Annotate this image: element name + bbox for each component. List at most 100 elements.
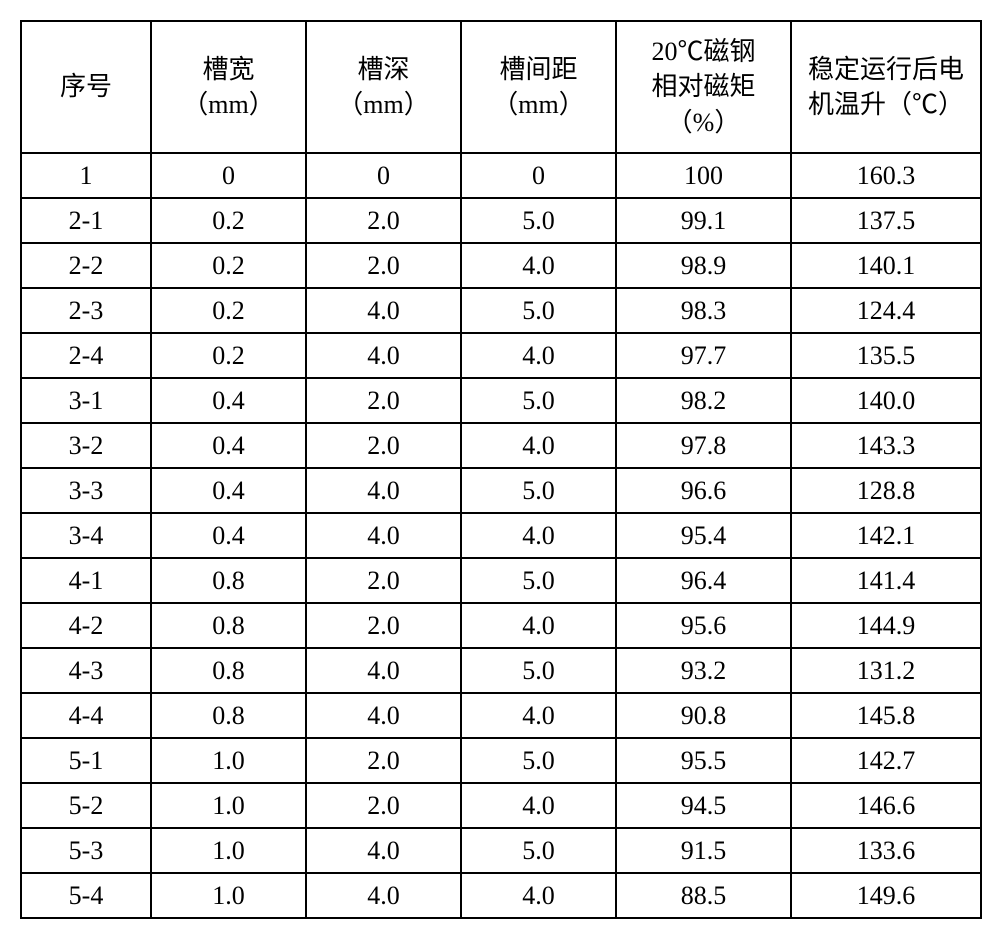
cell: 2.0 (306, 243, 461, 288)
cell: 145.8 (791, 693, 981, 738)
col-header-slot-width: 槽宽（mm） (151, 21, 306, 153)
cell: 2-3 (21, 288, 151, 333)
cell: 93.2 (616, 648, 791, 693)
cell: 1.0 (151, 783, 306, 828)
cell: 99.1 (616, 198, 791, 243)
cell: 5.0 (461, 378, 616, 423)
cell: 2-4 (21, 333, 151, 378)
cell: 5.0 (461, 558, 616, 603)
cell: 98.3 (616, 288, 791, 333)
table-row: 3-40.44.04.095.4142.1 (21, 513, 981, 558)
cell: 5-2 (21, 783, 151, 828)
col-header-slot-depth: 槽深（mm） (306, 21, 461, 153)
cell: 2.0 (306, 198, 461, 243)
table-row: 5-21.02.04.094.5146.6 (21, 783, 981, 828)
cell: 95.5 (616, 738, 791, 783)
cell: 4.0 (306, 468, 461, 513)
cell: 4.0 (306, 288, 461, 333)
cell: 4.0 (461, 693, 616, 738)
cell: 143.3 (791, 423, 981, 468)
cell: 0 (461, 153, 616, 198)
cell: 5-3 (21, 828, 151, 873)
cell: 0.2 (151, 288, 306, 333)
cell: 4.0 (461, 243, 616, 288)
cell: 0.4 (151, 423, 306, 468)
cell: 0.8 (151, 648, 306, 693)
cell: 0 (151, 153, 306, 198)
data-table: 序号 槽宽（mm） 槽深（mm） 槽间距（mm） 20℃磁钢相对磁矩（%） 稳定… (20, 20, 982, 919)
table-row: 4-40.84.04.090.8145.8 (21, 693, 981, 738)
cell: 140.0 (791, 378, 981, 423)
cell: 131.2 (791, 648, 981, 693)
cell: 91.5 (616, 828, 791, 873)
cell: 5.0 (461, 198, 616, 243)
cell: 5.0 (461, 648, 616, 693)
cell: 1.0 (151, 873, 306, 918)
cell: 97.8 (616, 423, 791, 468)
table-row: 2-10.22.05.099.1137.5 (21, 198, 981, 243)
cell: 2.0 (306, 423, 461, 468)
cell: 141.4 (791, 558, 981, 603)
cell: 142.1 (791, 513, 981, 558)
cell: 4.0 (461, 783, 616, 828)
cell: 1 (21, 153, 151, 198)
table-row: 2-40.24.04.097.7135.5 (21, 333, 981, 378)
cell: 0.4 (151, 468, 306, 513)
table-header: 序号 槽宽（mm） 槽深（mm） 槽间距（mm） 20℃磁钢相对磁矩（%） 稳定… (21, 21, 981, 153)
cell: 135.5 (791, 333, 981, 378)
cell: 128.8 (791, 468, 981, 513)
cell: 4-4 (21, 693, 151, 738)
table-row: 3-10.42.05.098.2140.0 (21, 378, 981, 423)
table-row: 5-41.04.04.088.5149.6 (21, 873, 981, 918)
cell: 2-1 (21, 198, 151, 243)
cell: 90.8 (616, 693, 791, 738)
cell: 4-2 (21, 603, 151, 648)
cell: 2.0 (306, 738, 461, 783)
cell: 160.3 (791, 153, 981, 198)
cell: 2.0 (306, 378, 461, 423)
table-row: 5-11.02.05.095.5142.7 (21, 738, 981, 783)
cell: 0.2 (151, 333, 306, 378)
cell: 96.6 (616, 468, 791, 513)
cell: 0.4 (151, 513, 306, 558)
cell: 4-1 (21, 558, 151, 603)
cell: 146.6 (791, 783, 981, 828)
cell: 88.5 (616, 873, 791, 918)
cell: 2.0 (306, 783, 461, 828)
cell: 4.0 (306, 333, 461, 378)
cell: 137.5 (791, 198, 981, 243)
cell: 4.0 (461, 333, 616, 378)
cell: 0.2 (151, 243, 306, 288)
cell: 96.4 (616, 558, 791, 603)
table-row: 2-20.22.04.098.9140.1 (21, 243, 981, 288)
cell: 4.0 (461, 423, 616, 468)
cell: 95.6 (616, 603, 791, 648)
cell: 5.0 (461, 288, 616, 333)
col-header-slot-spacing: 槽间距（mm） (461, 21, 616, 153)
table-row: 4-10.82.05.096.4141.4 (21, 558, 981, 603)
table-row: 3-30.44.05.096.6128.8 (21, 468, 981, 513)
cell: 2.0 (306, 558, 461, 603)
table-row: 4-20.82.04.095.6144.9 (21, 603, 981, 648)
cell: 1.0 (151, 738, 306, 783)
cell: 0.8 (151, 693, 306, 738)
cell: 98.2 (616, 378, 791, 423)
cell: 3-3 (21, 468, 151, 513)
cell: 4.0 (461, 513, 616, 558)
col-header-index: 序号 (21, 21, 151, 153)
cell: 2.0 (306, 603, 461, 648)
table-row: 4-30.84.05.093.2131.2 (21, 648, 981, 693)
cell: 133.6 (791, 828, 981, 873)
cell: 98.9 (616, 243, 791, 288)
cell: 142.7 (791, 738, 981, 783)
cell: 5.0 (461, 828, 616, 873)
col-header-temp-rise: 稳定运行后电机温升（℃） (791, 21, 981, 153)
cell: 0.4 (151, 378, 306, 423)
cell: 144.9 (791, 603, 981, 648)
cell: 4.0 (306, 693, 461, 738)
cell: 4.0 (306, 828, 461, 873)
header-row: 序号 槽宽（mm） 槽深（mm） 槽间距（mm） 20℃磁钢相对磁矩（%） 稳定… (21, 21, 981, 153)
cell: 5.0 (461, 468, 616, 513)
cell: 4.0 (461, 873, 616, 918)
cell: 100 (616, 153, 791, 198)
